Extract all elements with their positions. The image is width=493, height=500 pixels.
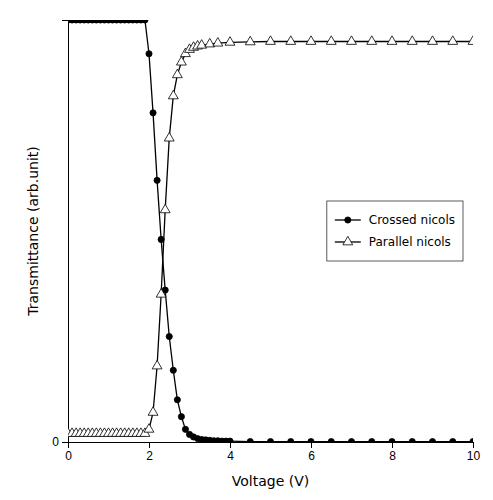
legend-item: Crossed nicols <box>335 213 455 227</box>
x-axis: 0 2 4 6 8 10 <box>65 442 480 463</box>
x-axis-tick-mark <box>311 442 312 448</box>
point <box>387 36 397 45</box>
point <box>450 438 456 442</box>
plot: 0 2 4 6 8 10 0 Voltage (V) Transmittance (arb.un… <box>25 17 480 489</box>
point <box>267 438 273 442</box>
x-axis-tick: 4 <box>227 442 234 463</box>
point <box>326 36 336 45</box>
point <box>170 367 176 373</box>
y-axis-tick-label: 0 <box>52 435 59 449</box>
x-axis-tick: 6 <box>308 442 315 463</box>
point <box>174 397 180 403</box>
x-axis-line <box>69 443 474 449</box>
point <box>468 36 473 45</box>
point <box>347 36 357 45</box>
point <box>164 132 174 141</box>
x-axis-tick-label: 8 <box>389 449 396 463</box>
point <box>160 204 170 213</box>
y-axis: 0 <box>52 21 68 450</box>
point <box>150 110 156 116</box>
point <box>448 36 458 45</box>
legend-label: Crossed nicols <box>369 213 455 227</box>
point <box>144 424 154 433</box>
point <box>172 69 182 78</box>
x-axis-tick: 2 <box>146 442 153 463</box>
x-axis-tick: 8 <box>389 442 396 463</box>
point <box>213 38 223 47</box>
x-axis-tick-label: 0 <box>65 449 72 463</box>
point <box>168 90 178 99</box>
legend-symbol <box>345 217 351 223</box>
legend-box <box>327 201 463 261</box>
point <box>225 37 235 46</box>
point <box>369 438 375 442</box>
series-line <box>68 42 473 434</box>
series-line <box>68 20 473 442</box>
x-axis-tick-label: 4 <box>227 449 234 463</box>
point <box>148 407 158 416</box>
y-axis-title: Transmittance (arb.unit) <box>25 146 41 316</box>
marks <box>68 20 473 442</box>
point <box>308 438 314 442</box>
x-axis-tick-label: 2 <box>146 449 153 463</box>
legend-item: Parallel nicols <box>335 235 451 249</box>
legend: Crossed nicols Parallel nicols <box>327 201 463 261</box>
x-axis-tick-mark <box>473 442 474 448</box>
x-axis-tick-mark <box>392 442 393 448</box>
point <box>306 36 316 45</box>
point <box>245 36 255 45</box>
point <box>367 36 377 45</box>
point <box>407 36 417 45</box>
point <box>176 57 186 66</box>
x-axis-tick-mark <box>230 442 231 448</box>
point <box>152 360 162 369</box>
x-axis-title: Voltage (V) <box>232 473 309 489</box>
point <box>429 438 435 442</box>
point <box>266 36 276 45</box>
point <box>409 438 415 442</box>
point <box>348 438 354 442</box>
point <box>154 177 160 183</box>
point <box>389 438 395 442</box>
point <box>227 438 233 442</box>
legend-label: Parallel nicols <box>369 235 451 249</box>
point <box>288 438 294 442</box>
x-axis-tick: 10 <box>467 442 481 463</box>
point <box>247 438 253 442</box>
x-axis-tick: 0 <box>65 442 72 463</box>
x-axis-tick-mark <box>149 442 150 448</box>
point <box>142 20 148 23</box>
x-axis-tick-label: 6 <box>308 449 315 463</box>
y-axis-tick-mark <box>62 442 68 443</box>
x-axis-tick-label: 10 <box>467 449 481 463</box>
y-axis-line <box>62 21 69 443</box>
legend-symbol <box>343 236 353 245</box>
point <box>146 51 152 57</box>
point <box>286 36 296 45</box>
point <box>428 36 438 45</box>
point <box>470 438 473 442</box>
point <box>178 414 184 420</box>
point <box>156 289 166 298</box>
y-axis-tick: 0 <box>52 435 68 449</box>
chart: 0 2 4 6 8 10 0 Voltage (V) Transmittance (arb.un… <box>0 0 493 500</box>
point <box>166 333 172 339</box>
series <box>68 20 473 442</box>
point <box>328 438 334 442</box>
series <box>68 36 473 437</box>
